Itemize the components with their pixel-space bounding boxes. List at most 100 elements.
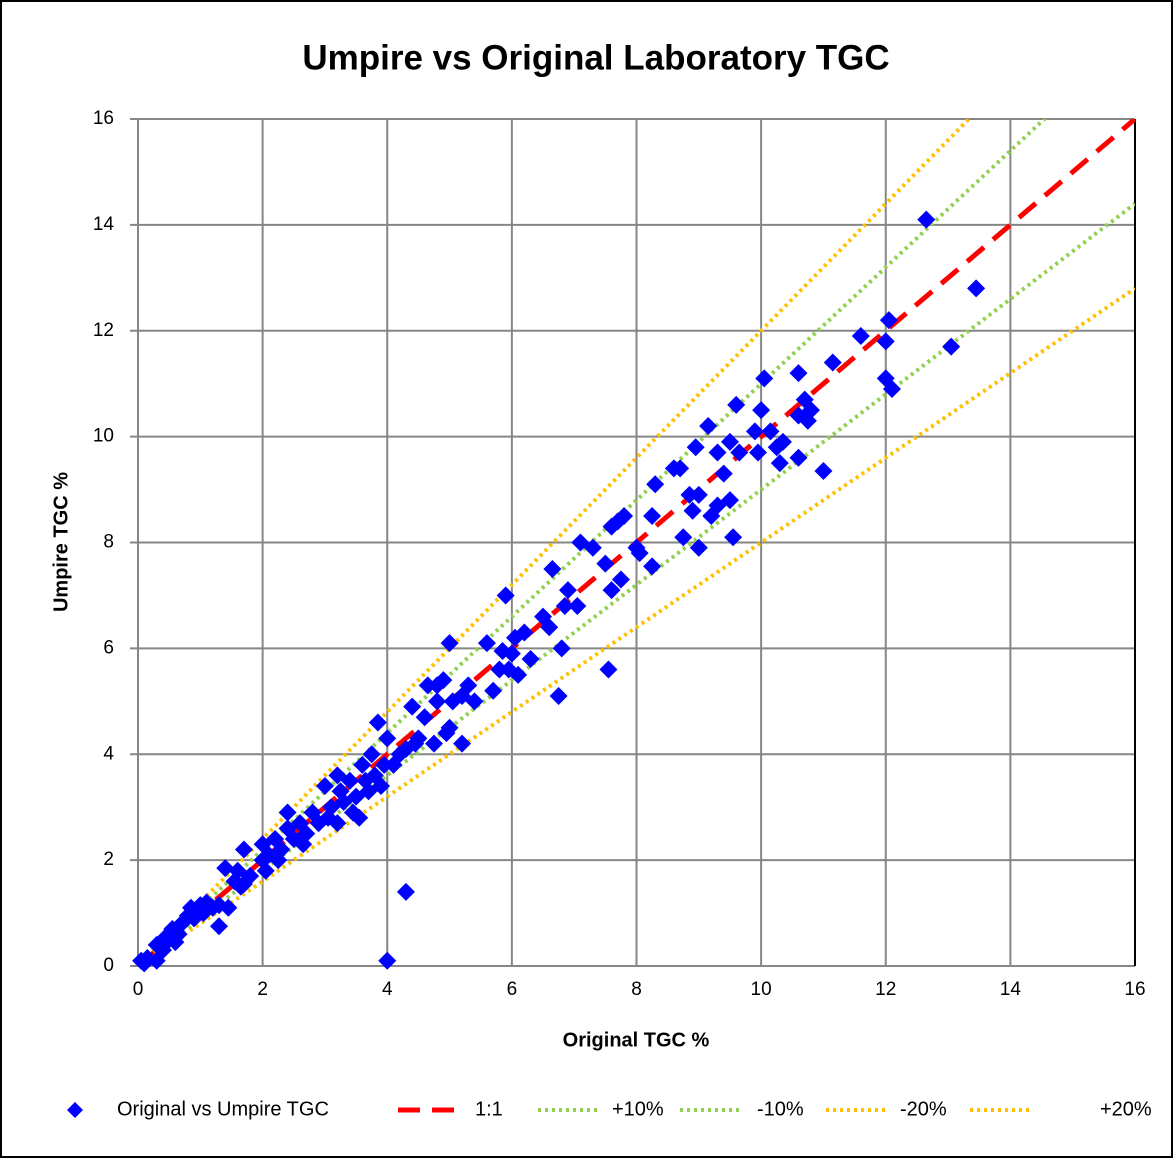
point xyxy=(708,443,727,462)
point xyxy=(241,867,260,886)
y-tick-label: 10 xyxy=(93,426,114,447)
point xyxy=(714,464,733,483)
point xyxy=(761,422,780,441)
point xyxy=(568,597,587,616)
y-tick-label: 0 xyxy=(103,955,114,976)
point xyxy=(490,660,509,679)
point xyxy=(328,814,347,833)
point xyxy=(615,507,634,526)
point xyxy=(353,755,372,774)
point xyxy=(643,557,662,576)
x-tick-label: 6 xyxy=(507,979,518,1000)
y-tick-label: 12 xyxy=(93,320,114,341)
y-tick-label: 8 xyxy=(103,532,114,553)
point xyxy=(502,644,521,663)
point xyxy=(428,692,447,711)
x-axis-label: Original TGC % xyxy=(563,1029,710,1051)
point xyxy=(851,327,870,346)
legend-label: -20% xyxy=(900,1098,947,1120)
point xyxy=(415,708,434,727)
point xyxy=(720,491,739,510)
point xyxy=(643,507,662,526)
point xyxy=(674,528,693,547)
point xyxy=(730,443,749,462)
point xyxy=(967,279,986,298)
legend-label: 1:1 xyxy=(475,1098,503,1120)
point xyxy=(683,501,702,520)
point xyxy=(724,528,743,547)
point xyxy=(876,332,895,351)
point xyxy=(368,713,387,732)
point xyxy=(602,581,621,600)
point xyxy=(315,777,334,796)
point xyxy=(917,210,936,229)
x-tick-label: 8 xyxy=(631,979,642,1000)
point xyxy=(752,401,771,420)
point xyxy=(583,538,602,557)
point xyxy=(879,311,898,330)
point xyxy=(671,459,690,478)
point xyxy=(789,448,808,467)
point xyxy=(801,401,820,420)
point xyxy=(362,745,381,764)
legend-label: -10% xyxy=(757,1098,804,1120)
point xyxy=(515,623,534,642)
point xyxy=(789,364,808,383)
reference-line xyxy=(138,286,1135,966)
point xyxy=(540,618,559,637)
y-tick-label: 14 xyxy=(93,214,115,235)
chart-title: Umpire vs Original Laboratory TGC xyxy=(302,38,889,77)
y-tick-label: 16 xyxy=(93,108,114,129)
point xyxy=(340,771,359,790)
point xyxy=(689,538,708,557)
point xyxy=(543,559,562,578)
point xyxy=(465,692,484,711)
point xyxy=(555,597,574,616)
point xyxy=(689,485,708,504)
point xyxy=(596,554,615,573)
point xyxy=(499,660,518,679)
point xyxy=(611,570,630,589)
y-tick-label: 4 xyxy=(103,743,114,764)
point xyxy=(720,432,739,451)
point xyxy=(552,639,571,658)
points xyxy=(132,210,986,973)
x-tick-label: 4 xyxy=(382,979,393,1000)
point xyxy=(509,665,528,684)
point xyxy=(378,951,397,970)
point xyxy=(440,718,459,737)
point xyxy=(453,734,472,753)
point xyxy=(745,422,764,441)
point xyxy=(755,369,774,388)
point xyxy=(418,676,437,695)
point xyxy=(477,634,496,653)
point xyxy=(234,840,253,859)
point xyxy=(403,697,422,716)
x-tick-label: 14 xyxy=(1000,979,1022,1000)
point xyxy=(350,808,369,827)
x-tick-label: 10 xyxy=(751,979,772,1000)
point xyxy=(630,544,649,563)
y-tick-label: 6 xyxy=(103,637,114,658)
point xyxy=(549,687,568,706)
point xyxy=(484,681,503,700)
legend-swatch xyxy=(67,1102,83,1118)
x-tick-label: 0 xyxy=(133,979,144,1000)
point xyxy=(496,586,515,605)
point xyxy=(297,824,316,843)
point xyxy=(378,729,397,748)
point xyxy=(521,649,540,668)
point xyxy=(646,475,665,494)
point xyxy=(210,917,229,936)
point xyxy=(278,803,297,822)
legend: Original vs Umpire TGC 1:1 +10% -10% -20% +20… xyxy=(67,1098,1152,1120)
x-tick-label: 16 xyxy=(1124,979,1145,1000)
point xyxy=(823,353,842,372)
point xyxy=(942,337,961,356)
y-tick-label: 2 xyxy=(103,849,114,870)
point xyxy=(396,882,415,901)
point xyxy=(440,634,459,653)
point xyxy=(272,840,291,859)
